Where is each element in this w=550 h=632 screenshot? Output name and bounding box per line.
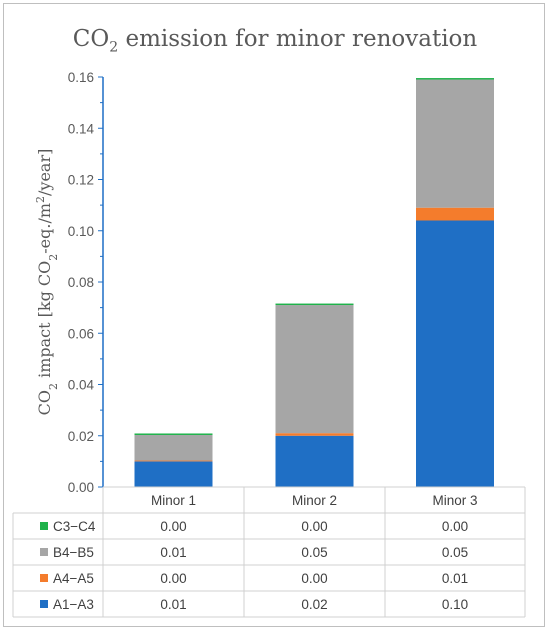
legend-label: A1−A3: [53, 597, 94, 612]
bar-segment-a4-a5: [275, 433, 354, 436]
x-category-label: Minor 1: [151, 493, 196, 508]
data-label: 0.01: [160, 545, 186, 560]
y-tick-label: 0.02: [68, 429, 94, 444]
legend-swatch-a4-a5: [40, 574, 48, 582]
legend-swatch-c3-c4: [40, 522, 48, 530]
bar-segment-a4-a5: [416, 207, 494, 221]
bar-segment-b4-b5: [134, 434, 213, 461]
legend-swatch-b4-b5: [40, 548, 48, 556]
bar-segment-c3-c4: [416, 78, 494, 80]
data-label: 0.01: [442, 571, 468, 586]
y-axis-title: CO2 impact [kg CO2-eq./m2/year]: [34, 149, 60, 416]
legend-label: B4−B5: [53, 545, 94, 560]
data-label: 0.01: [160, 597, 186, 612]
data-label: 0.05: [301, 545, 327, 560]
y-tick-label: 0.06: [68, 326, 94, 341]
data-label: 0.00: [301, 519, 327, 534]
bar-segment-a1-a3: [134, 461, 213, 487]
data-label: 0.05: [442, 545, 468, 560]
y-tick-label: 0.14: [68, 121, 95, 136]
y-tick-label: 0.04: [68, 378, 95, 393]
bar-segment-b4-b5: [416, 79, 494, 208]
bar-segment-c3-c4: [275, 303, 354, 306]
x-category-label: Minor 3: [432, 493, 477, 508]
x-category-label: Minor 2: [292, 493, 337, 508]
legend-label: A4−A5: [53, 571, 94, 586]
data-label: 0.00: [160, 571, 186, 586]
chart-frame: [3, 3, 545, 627]
chart-title: CO2 emission for minor renovation: [72, 26, 478, 56]
y-tick-label: 0.08: [68, 275, 94, 290]
bar-segment-a1-a3: [416, 220, 494, 487]
y-tick-label: 0.00: [68, 480, 94, 495]
bar-segment-c3-c4: [134, 433, 213, 435]
data-label: 0.10: [442, 597, 468, 612]
legend-swatch-a1-a3: [40, 600, 48, 608]
bar-segment-a4-a5: [134, 459, 213, 462]
bar-segment-b4-b5: [275, 305, 354, 434]
y-tick-label: 0.12: [68, 173, 94, 188]
data-label: 0.02: [301, 597, 327, 612]
data-label: 0.00: [301, 571, 327, 586]
data-label: 0.00: [160, 519, 186, 534]
y-tick-label: 0.10: [68, 224, 94, 239]
y-tick-label: 0.16: [68, 70, 94, 85]
legend-label: C3−C4: [53, 519, 96, 534]
data-label: 0.00: [442, 519, 468, 534]
bar-segment-a1-a3: [275, 435, 354, 487]
